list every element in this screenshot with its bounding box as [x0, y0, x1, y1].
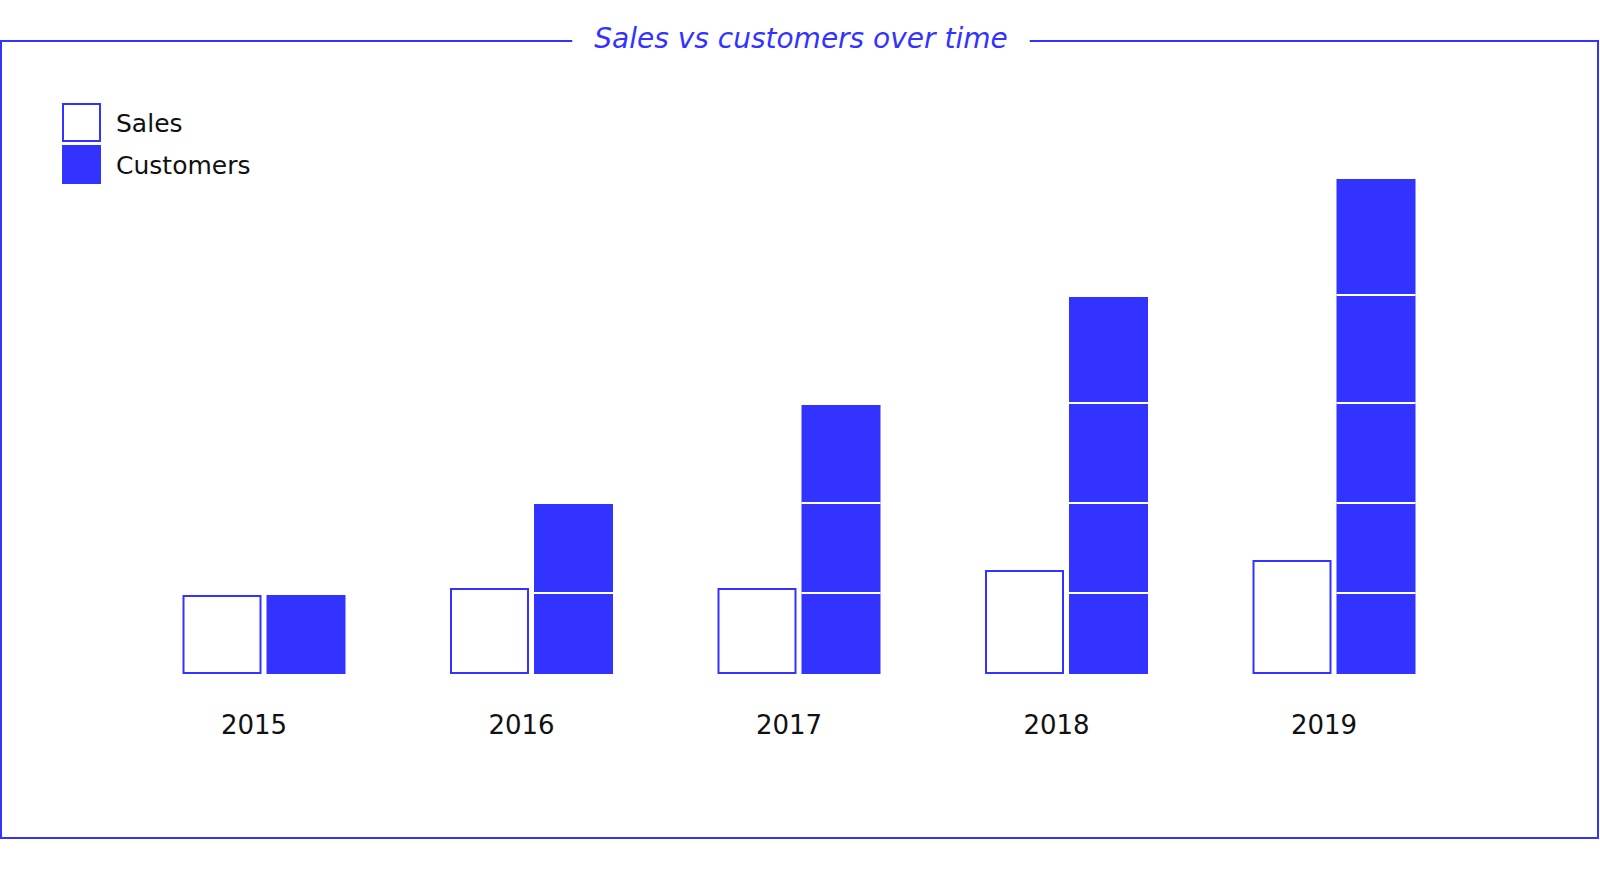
segment-divider: [534, 592, 613, 594]
customers-segment: [1069, 403, 1148, 503]
legend-swatch: [63, 146, 100, 183]
customers-segment: [267, 595, 346, 674]
sales-bar: [184, 596, 261, 673]
sales-bar: [451, 589, 528, 673]
frame: [1, 41, 1598, 838]
sales-bar: [1254, 561, 1331, 673]
x-tick-label: 2016: [488, 710, 554, 740]
sales-bar: [719, 589, 796, 673]
segment-divider: [1337, 502, 1416, 504]
customers-segment: [1337, 593, 1416, 674]
title: Sales vs customers over time: [594, 22, 1007, 55]
customers-segment: [1337, 179, 1416, 295]
segment-divider: [802, 592, 881, 594]
legend-label: Sales: [116, 109, 183, 138]
x-tick-label: 2017: [756, 710, 822, 740]
x-tick-label: 2019: [1291, 710, 1357, 740]
segment-divider: [1069, 592, 1148, 594]
x-tick-label: 2018: [1023, 710, 1089, 740]
legend-label: Customers: [116, 151, 250, 180]
plot-area: [184, 179, 1416, 674]
sales-bar: [986, 571, 1063, 673]
customers-segment: [1337, 403, 1416, 503]
segment-divider: [1337, 294, 1416, 296]
customers-segment: [802, 593, 881, 674]
segment-divider: [1337, 592, 1416, 594]
customers-segment: [802, 503, 881, 593]
customers-segment: [1069, 503, 1148, 593]
customers-segment: [1337, 295, 1416, 403]
customers-segment: [1069, 297, 1148, 403]
x-tick-label: 2015: [221, 710, 287, 740]
customers-segment: [534, 504, 613, 593]
customers-segment: [1069, 593, 1148, 674]
segment-divider: [1337, 402, 1416, 404]
customers-segment: [534, 593, 613, 674]
segment-divider: [1069, 402, 1148, 404]
customers-segment: [1337, 503, 1416, 593]
chart: Sales vs customers over time 2015 2016 2017…: [0, 0, 1600, 880]
customers-segment: [802, 405, 881, 503]
legend-swatch: [63, 104, 100, 141]
segment-divider: [802, 502, 881, 504]
segment-divider: [1069, 502, 1148, 504]
